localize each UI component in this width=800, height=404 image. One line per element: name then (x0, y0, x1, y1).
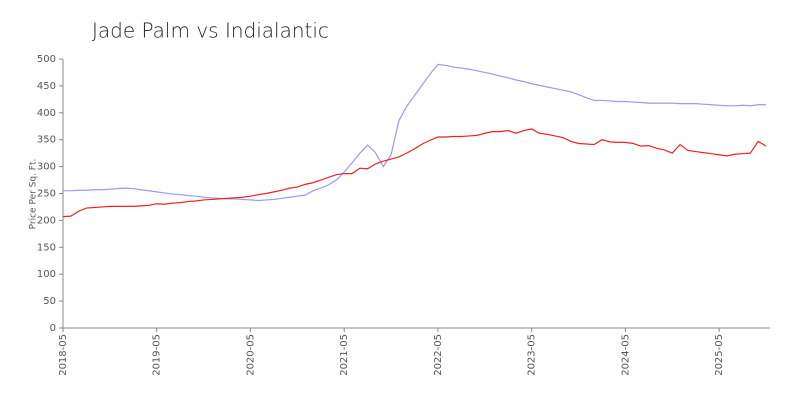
y-tick-label: 200 (37, 215, 56, 226)
x-tick-label: 2021-05 (339, 334, 350, 376)
x-tick-label: 2020-05 (245, 334, 256, 376)
chart-title: Jade Palm vs Indialantic (92, 19, 329, 43)
y-tick-label: 0 (50, 323, 56, 334)
y-tick-label: 500 (37, 54, 56, 65)
x-tick-label: 2022-05 (433, 334, 444, 376)
y-tick-label: 250 (37, 189, 56, 200)
x-tick-label: 2024-05 (620, 334, 631, 376)
y-tick-label: 150 (37, 242, 56, 253)
x-tick-label: 2019-05 (152, 334, 163, 376)
x-tick-label: 2018-05 (58, 334, 69, 376)
y-axis-label: Price Per Sq. Ft. (29, 159, 39, 230)
y-tick-label: 50 (43, 296, 56, 307)
y-tick-label: 350 (37, 135, 56, 146)
y-tick-label: 300 (37, 162, 56, 173)
y-tick-label: 100 (37, 269, 56, 280)
y-tick-label: 450 (37, 81, 56, 92)
y-tick-label: 400 (37, 108, 56, 119)
series-line (62, 128, 767, 218)
x-tick-label: 2023-05 (527, 334, 538, 376)
series-line (63, 63, 766, 202)
x-tick-label: 2025-05 (714, 334, 725, 376)
